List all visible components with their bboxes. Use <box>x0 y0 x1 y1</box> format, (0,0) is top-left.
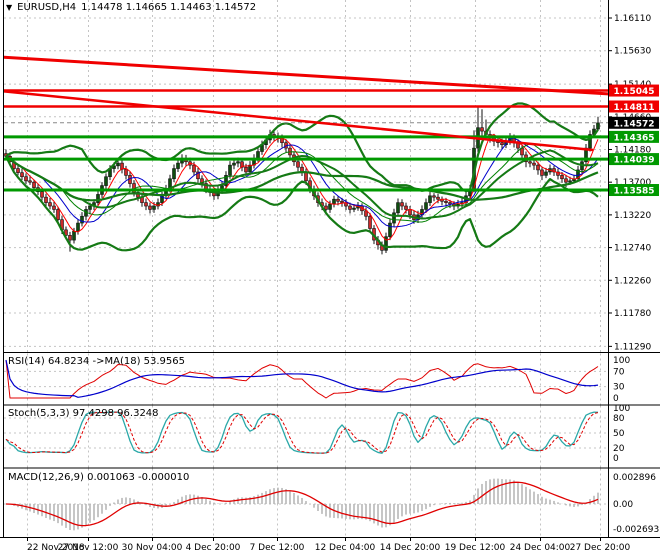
svg-text:30 Nov 04:00: 30 Nov 04:00 <box>122 543 183 553</box>
rsi-layer <box>4 359 608 399</box>
price-badge: 1.14039 <box>609 153 659 166</box>
svg-text:0.002896: 0.002896 <box>613 473 656 483</box>
svg-text:19 Dec 12:00: 19 Dec 12:00 <box>445 543 506 553</box>
svg-text:1.16110: 1.16110 <box>614 14 651 24</box>
stochastic-layer <box>4 411 608 454</box>
svg-text:12 Dec 04:00: 12 Dec 04:00 <box>315 543 376 553</box>
svg-text:22 Nov 2018: 22 Nov 2018 <box>27 543 85 553</box>
svg-text:1.14811: 1.14811 <box>614 103 655 113</box>
svg-text:100: 100 <box>613 356 630 366</box>
svg-text:4 Dec 20:00: 4 Dec 20:00 <box>186 543 241 553</box>
svg-text:1.14365: 1.14365 <box>614 133 655 143</box>
svg-text:14 Dec 20:00: 14 Dec 20:00 <box>380 543 441 553</box>
price-badge: 1.14811 <box>609 100 659 113</box>
ohlc-values: 1.14478 1.14665 1.14463 1.14572 <box>81 2 257 13</box>
overlay-lines-layer <box>4 55 608 252</box>
chart-title-bar: ▼ EURUSD,H4 1.14478 1.14665 1.14463 1.14… <box>6 2 256 13</box>
svg-text:70: 70 <box>613 367 625 377</box>
svg-text:1.14572: 1.14572 <box>614 119 655 129</box>
svg-text:0: 0 <box>613 454 619 464</box>
svg-text:27 Dec 20:00: 27 Dec 20:00 <box>570 543 631 553</box>
svg-text:1.14180: 1.14180 <box>614 145 651 155</box>
svg-text:1.12740: 1.12740 <box>614 244 651 254</box>
svg-text:0.00: 0.00 <box>613 500 633 510</box>
svg-text:1.15630: 1.15630 <box>614 47 651 57</box>
grid-layer <box>4 0 609 537</box>
svg-text:1.14039: 1.14039 <box>614 156 655 166</box>
svg-text:27 Nov 12:00: 27 Nov 12:00 <box>58 543 119 553</box>
svg-text:100: 100 <box>613 404 630 414</box>
price-badge: 1.14365 <box>609 130 659 143</box>
svg-text:24 Dec 04:00: 24 Dec 04:00 <box>510 543 571 553</box>
price-badge: 1.13585 <box>609 184 659 197</box>
svg-text:1.15045: 1.15045 <box>614 87 655 97</box>
symbol-period-label: EURUSD,H4 <box>17 2 77 13</box>
svg-text:20: 20 <box>613 444 625 454</box>
svg-text:80: 80 <box>613 414 625 424</box>
svg-text:1.11290: 1.11290 <box>614 342 651 352</box>
svg-text:1.13700: 1.13700 <box>614 178 651 188</box>
svg-text:1.13220: 1.13220 <box>614 211 651 221</box>
candles-layer <box>4 107 600 255</box>
symbol-dropdown-icon[interactable]: ▼ <box>6 2 13 12</box>
macd-layer <box>4 478 608 531</box>
svg-text:-0.002693: -0.002693 <box>613 525 659 535</box>
price-badge: 1.15045 <box>609 84 659 97</box>
svg-text:50: 50 <box>613 429 625 439</box>
price-badge: 1.14572 <box>609 116 659 129</box>
svg-text:1.13585: 1.13585 <box>614 187 655 197</box>
svg-text:1.11780: 1.11780 <box>614 309 651 319</box>
svg-text:0: 0 <box>613 394 619 404</box>
svg-text:7 Dec 12:00: 7 Dec 12:00 <box>250 543 305 553</box>
svg-text:1.12260: 1.12260 <box>614 276 651 286</box>
svg-text:30: 30 <box>613 383 625 393</box>
